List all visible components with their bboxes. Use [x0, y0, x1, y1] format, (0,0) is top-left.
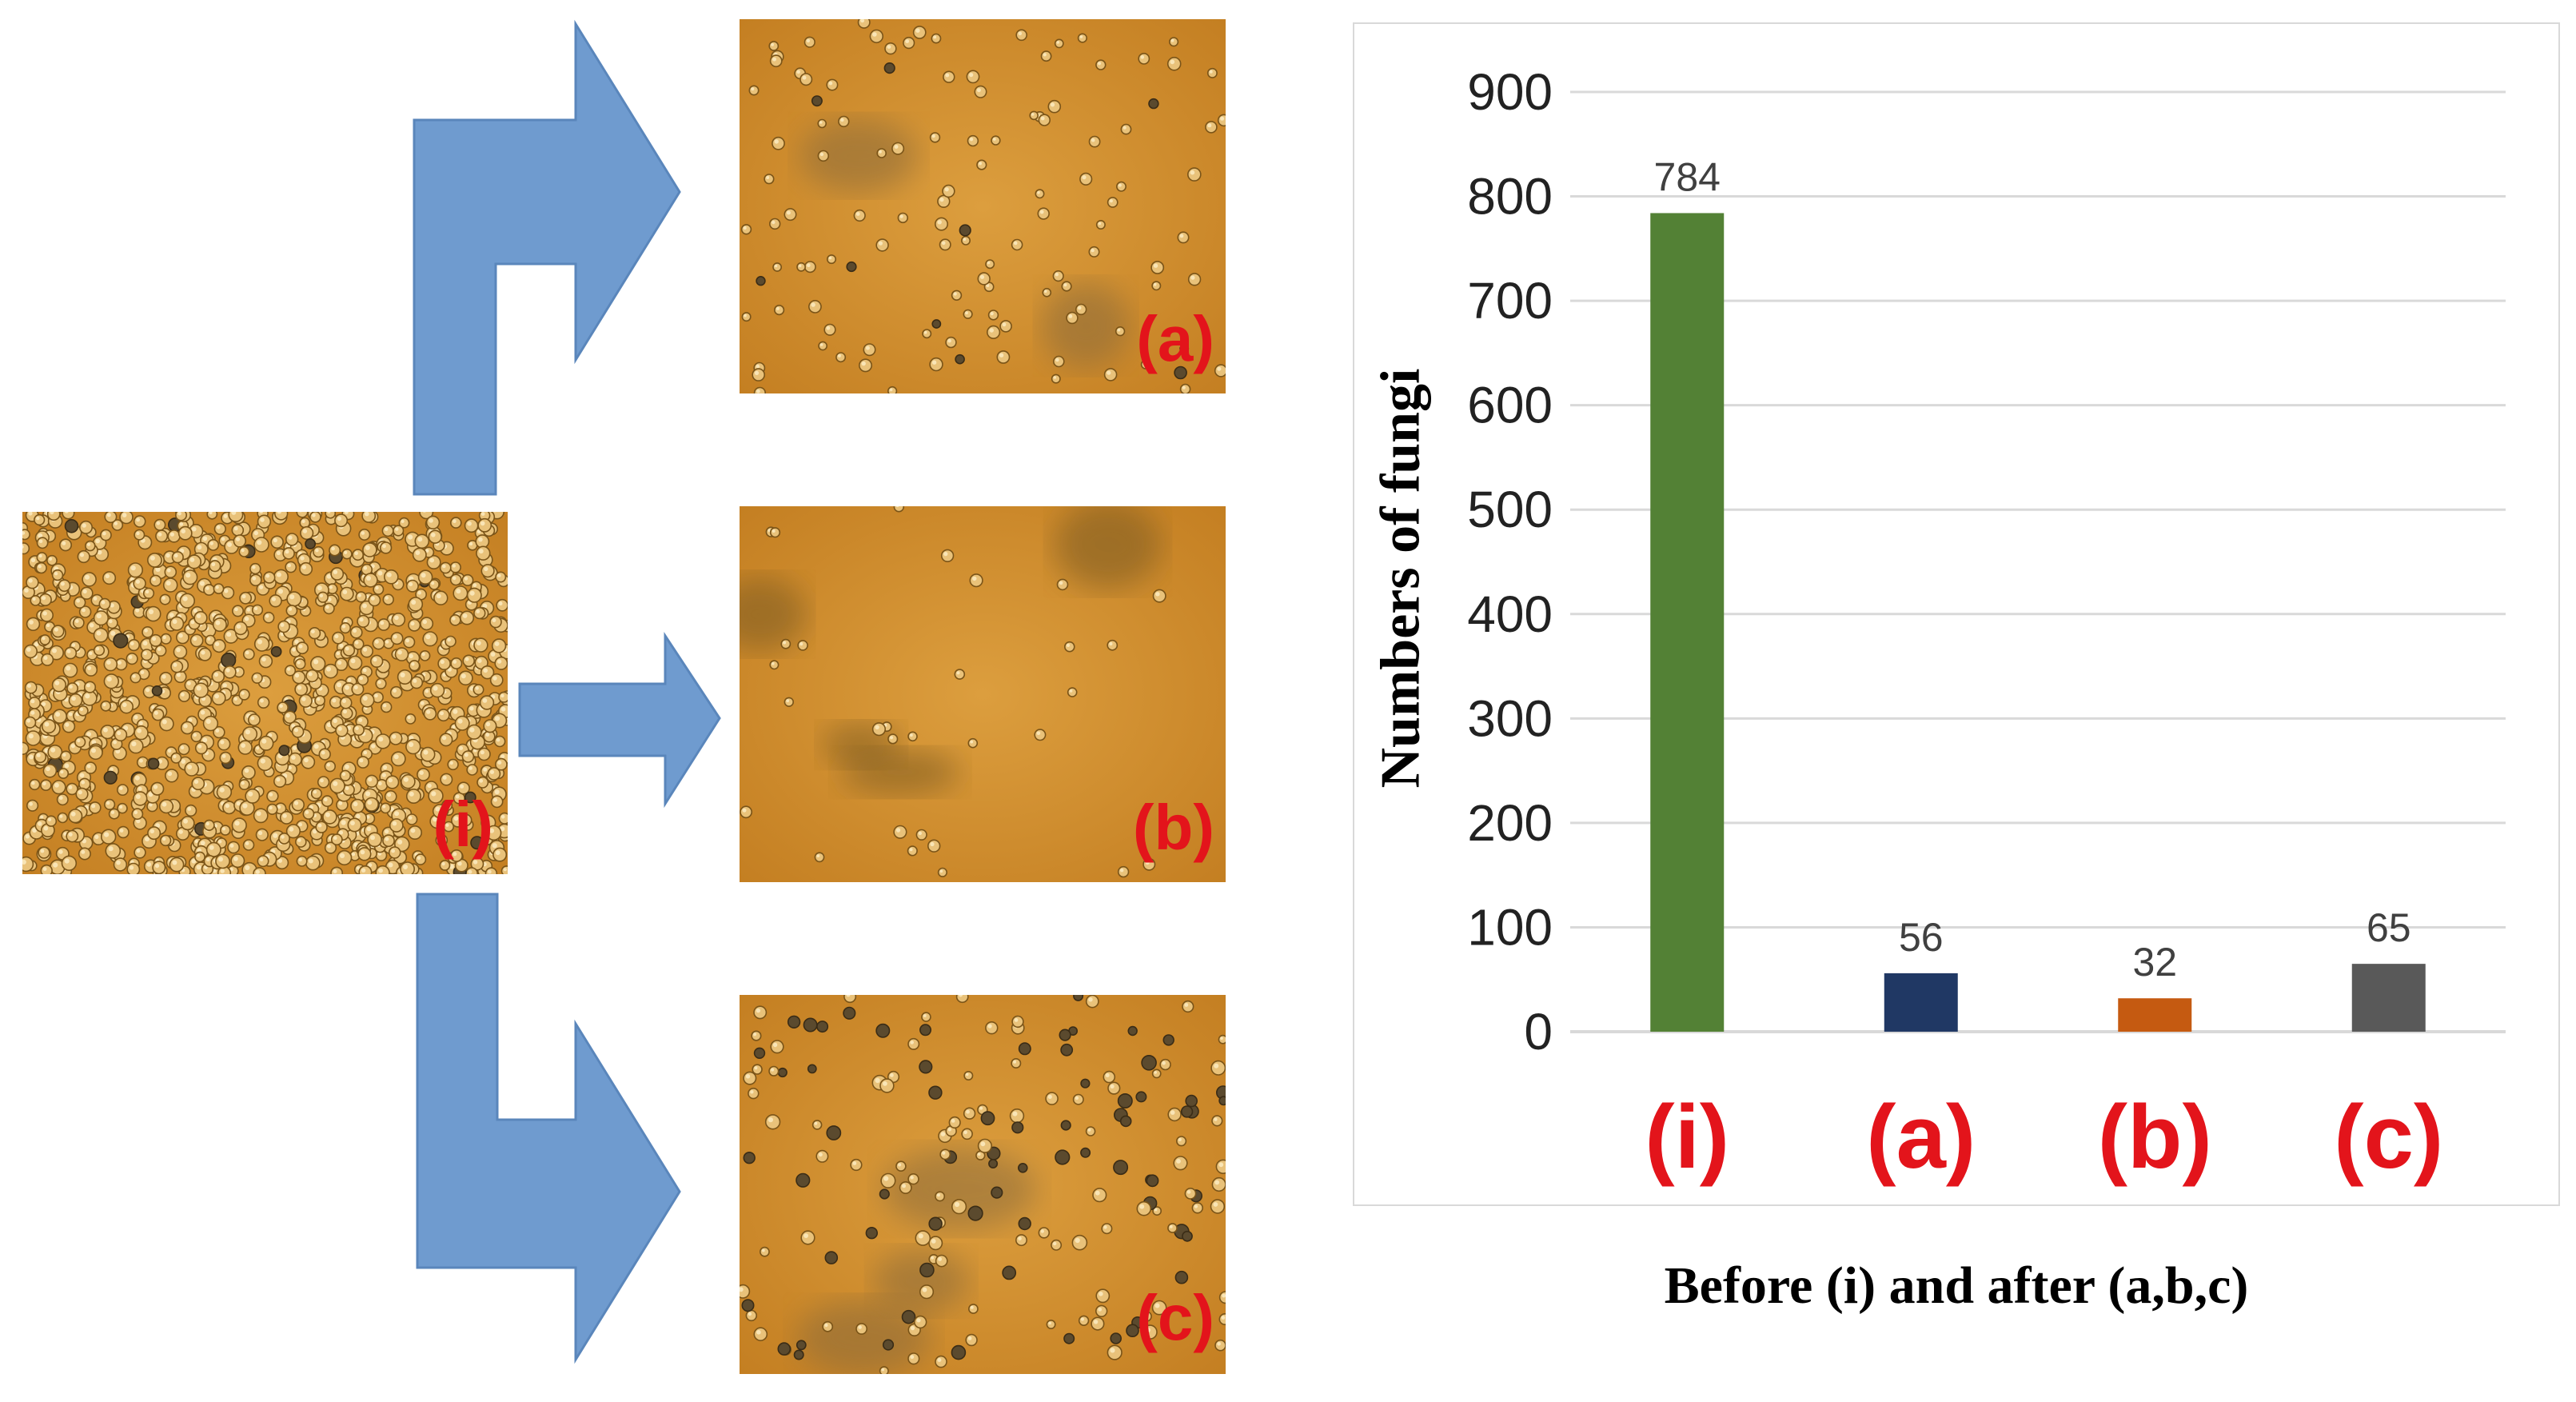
panel-label-c: (c)	[1136, 1282, 1214, 1353]
bar	[2351, 964, 2426, 1032]
y-tick-label: 400	[1467, 585, 1553, 643]
x-category-label: (c)	[2334, 1087, 2443, 1187]
x-category-label: (b)	[2098, 1087, 2212, 1187]
y-tick-label: 0	[1524, 1003, 1553, 1060]
bar	[2118, 998, 2192, 1032]
panel-label-i: (i)	[433, 789, 493, 860]
micrograph-image-a	[740, 19, 1226, 393]
micrograph-panel-c: (c)	[740, 995, 1226, 1374]
y-tick-label: 800	[1467, 168, 1553, 226]
arrow-to-panel-a	[413, 19, 681, 496]
bar-chart: 0 100 200 300 400 500 600 700 800 900 784 (i) 56 (a) 3…	[1353, 22, 2560, 1206]
y-tick-label: 700	[1467, 272, 1553, 330]
y-tick-label: 300	[1467, 689, 1553, 747]
bar-chart-plot: 0 100 200 300 400 500 600 700 800 900 784 (i) 56 (a) 3…	[1467, 63, 2506, 1187]
panel-label-a: (a)	[1136, 303, 1214, 374]
bar-value-label: 32	[2132, 940, 2177, 985]
arrow-to-panel-c	[416, 893, 681, 1364]
y-tick-label: 200	[1467, 794, 1553, 852]
x-category-label: (i)	[1645, 1087, 1729, 1187]
x-axis-label: Before (i) and after (a,b,c)	[1664, 1256, 2249, 1315]
bar	[1650, 213, 1725, 1032]
y-axis-label: Numbers of fungi	[1370, 367, 1432, 789]
x-category-label: (a)	[1866, 1087, 1976, 1187]
y-tick-label: 900	[1467, 63, 1553, 121]
micrograph-image-b	[740, 506, 1226, 882]
bar-value-label: 784	[1654, 154, 1721, 199]
micrograph-panel-b: (b)	[740, 506, 1226, 882]
micrograph-panel-a: (a)	[740, 19, 1226, 393]
bar	[1884, 973, 1958, 1032]
y-tick-label: 600	[1467, 377, 1553, 434]
bar-value-label: 65	[2367, 905, 2411, 950]
micrograph-image-c	[740, 995, 1226, 1374]
micrograph-image-i	[22, 512, 508, 874]
micrograph-panel-i: (i)	[22, 512, 508, 874]
bar-value-label: 56	[1899, 915, 1944, 960]
y-tick-label: 500	[1467, 481, 1553, 538]
arrow-to-panel-b	[518, 632, 721, 809]
y-tick-label: 100	[1467, 898, 1553, 956]
panel-label-b: (b)	[1132, 792, 1214, 863]
